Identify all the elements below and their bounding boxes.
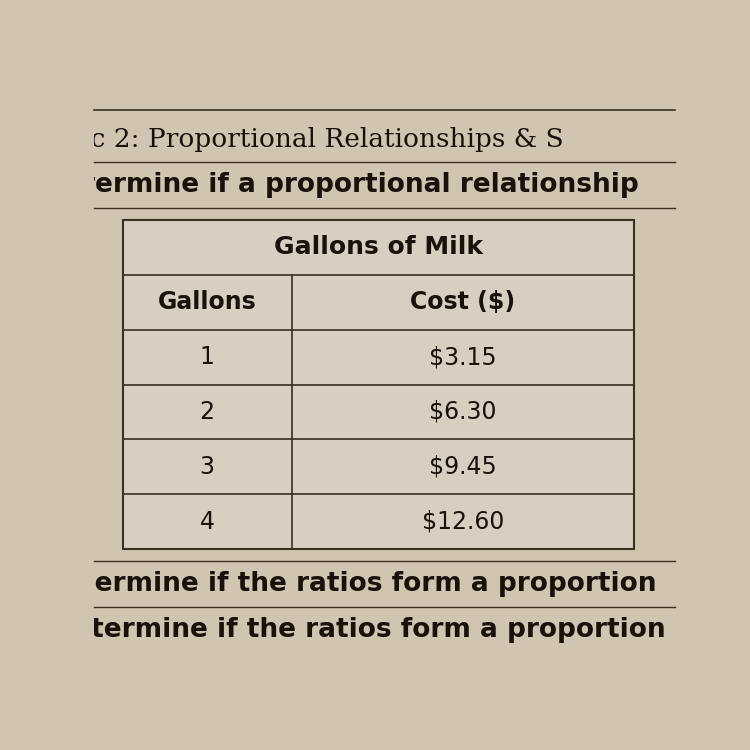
Text: Cost ($): Cost ($) [410,290,515,314]
Bar [123,220,634,549]
Text: rermine if a proportional relationship: rermine if a proportional relationship [82,172,639,198]
Text: $9.45: $9.45 [429,454,496,478]
Text: itermine if the ratios form a proportion: itermine if the ratios form a proportion [82,617,666,643]
Text: Gallons of Milk: Gallons of Milk [274,236,483,260]
Text: ic 2: Proportional Relationships & S: ic 2: Proportional Relationships & S [82,127,564,152]
Text: Gallons: Gallons [158,290,256,314]
Text: $3.15: $3.15 [429,345,496,369]
Text: 3: 3 [200,454,214,478]
Text: termine if the ratios form a proportion: termine if the ratios form a proportion [82,571,657,597]
Text: $6.30: $6.30 [429,400,496,424]
Text: 2: 2 [200,400,214,424]
Text: 1: 1 [200,345,214,369]
Text: 4: 4 [200,510,214,534]
Text: $12.60: $12.60 [422,510,504,534]
